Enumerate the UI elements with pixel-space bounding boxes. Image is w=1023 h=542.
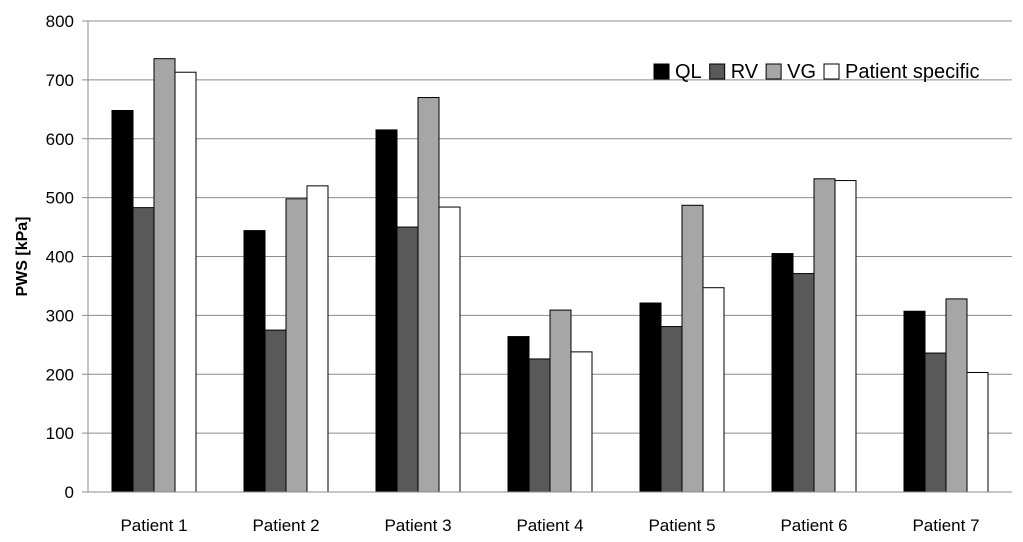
bar-patient-specific-patient-1 [174,71,197,493]
bar-patient-specific-patient-6 [834,180,857,493]
bar-ql-patient-5 [639,302,662,493]
bar-patient-specific-patient-7 [966,371,989,493]
y-axis-title: PWS [kPa] [14,216,31,296]
bar-patient-specific-patient-3 [438,206,461,493]
bar-rv-patient-1 [132,207,155,493]
bar-rv-patient-5 [660,326,683,493]
y-tick-label: 0 [65,483,74,502]
bar-ql-patient-3 [375,129,398,493]
bars [111,58,989,493]
axes [82,20,1012,493]
legend-swatch-patient-specific [823,63,840,80]
bar-vg-patient-1 [153,58,176,493]
bar-ql-patient-2 [243,230,266,493]
x-tick-label: Patient 1 [120,516,187,535]
y-tick-label: 800 [46,12,74,31]
bar-rv-patient-4 [528,358,551,493]
bar-rv-patient-2 [264,329,287,493]
bar-patient-specific-patient-4 [570,351,593,493]
bar-rv-patient-7 [924,352,947,493]
bar-ql-patient-6 [771,253,794,493]
legend: QL RV VG Patient specific [653,61,980,83]
legend-label-vg: VG [787,61,816,83]
bar-rv-patient-6 [792,273,815,493]
bar-patient-specific-patient-5 [702,287,725,493]
x-tick-label: Patient 4 [516,516,583,535]
y-tick-label: 400 [46,248,74,267]
x-tick-labels: Patient 1 Patient 2 Patient 3 Patient 4 Pati… [120,516,979,535]
x-tick-label: Patient 6 [780,516,847,535]
bar-vg-patient-6 [813,178,836,493]
y-tick-label: 500 [46,189,74,208]
bar-ql-patient-7 [903,310,926,493]
legend-swatch-vg [765,63,782,80]
legend-swatch-ql [653,63,670,80]
bar-ql-patient-1 [111,109,134,493]
bar-vg-patient-2 [285,198,308,493]
y-tick-label: 100 [46,424,74,443]
x-tick-label: Patient 3 [384,516,451,535]
x-tick-label: Patient 5 [648,516,715,535]
y-tick-label: 200 [46,365,74,384]
bar-patient-specific-patient-2 [306,185,329,493]
y-tick-labels: 0 100 200 300 400 500 600 700 800 [46,12,74,502]
y-tick-label: 600 [46,130,74,149]
bar-vg-patient-3 [417,97,440,493]
bar-vg-patient-4 [549,309,572,493]
bar-rv-patient-3 [396,226,419,493]
bar-ql-patient-4 [507,336,530,493]
bar-vg-patient-5 [681,204,704,493]
x-tick-label: Patient 2 [252,516,319,535]
legend-label-rv: RV [731,61,759,83]
legend-label-patient-specific: Patient specific [845,61,980,83]
legend-swatch-rv [709,63,726,80]
y-tick-label: 300 [46,306,74,325]
bar-vg-patient-7 [945,298,968,493]
x-tick-label: Patient 7 [912,516,979,535]
legend-label-ql: QL [675,61,702,83]
y-tick-label: 700 [46,71,74,90]
